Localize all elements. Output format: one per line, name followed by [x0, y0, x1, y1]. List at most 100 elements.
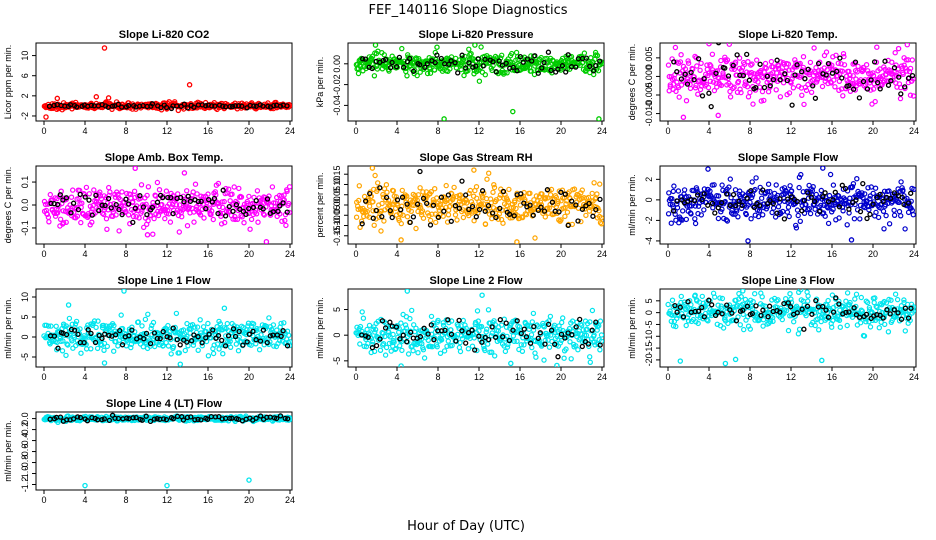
reference-point [868, 77, 874, 83]
data-point [118, 312, 124, 318]
y-tick-label: 0.05 [332, 186, 342, 204]
data-point [427, 70, 434, 76]
data-point [220, 351, 226, 357]
data-point [398, 220, 404, 227]
data-point [110, 348, 117, 354]
data-point [749, 61, 755, 67]
data-point [111, 322, 117, 329]
y-tick-label: 6 [20, 73, 30, 78]
x-tick-label: 0 [353, 126, 358, 136]
reference-point [230, 326, 237, 332]
data-point [597, 219, 604, 226]
data-point [775, 297, 781, 303]
reference-point [871, 59, 878, 65]
data-point [759, 195, 765, 201]
reference-point [777, 196, 783, 202]
data-point [857, 320, 864, 326]
data-point [665, 62, 672, 68]
data-point [683, 97, 690, 104]
reference-point [734, 52, 740, 58]
data-point [106, 192, 112, 199]
data-point [867, 193, 874, 199]
reference-point [60, 197, 66, 203]
outlier-point [510, 108, 516, 115]
data-point [669, 312, 675, 318]
data-point [847, 299, 853, 306]
reference-point [685, 299, 691, 305]
data-point [751, 71, 757, 77]
reference-point [812, 95, 819, 101]
outlier-point [820, 166, 826, 171]
data-point [707, 78, 714, 85]
y-tick-label: 0.15 [332, 165, 342, 183]
data-point [205, 191, 211, 197]
data-point [74, 213, 81, 219]
data-point [54, 210, 61, 216]
data-point [176, 229, 182, 235]
data-point [506, 186, 512, 193]
reference-point [830, 309, 837, 315]
y-tick-label: 0.00 [332, 196, 342, 214]
data-point [677, 59, 684, 65]
reference-point [836, 204, 843, 210]
y-axis-label: degrees C per min. [627, 44, 637, 121]
data-point [241, 219, 247, 226]
outlier-point [398, 237, 404, 243]
data-point [240, 324, 246, 331]
data-point [384, 189, 390, 195]
data-point [698, 60, 704, 67]
data-point [692, 220, 699, 227]
data-point [829, 292, 836, 298]
data-point [437, 350, 444, 356]
data-point [451, 184, 457, 191]
reference-point [671, 59, 677, 65]
data-point [266, 315, 272, 321]
data-point [129, 198, 136, 205]
data-point [482, 71, 488, 78]
data-point [836, 78, 843, 85]
data-point [693, 82, 699, 89]
data-point [482, 221, 489, 227]
reference-point [479, 339, 485, 345]
reference-point [115, 101, 121, 108]
data-point [779, 316, 786, 323]
reference-point [251, 103, 257, 109]
data-point [81, 333, 87, 339]
reference-point [740, 72, 747, 79]
reference-point [92, 339, 99, 346]
data-point [807, 59, 814, 66]
data-point [88, 346, 94, 352]
data-point [173, 202, 180, 208]
data-point [747, 326, 754, 332]
outlier-point [722, 360, 729, 367]
reference-point [119, 104, 125, 110]
data-point [168, 351, 174, 357]
data-point [796, 326, 803, 332]
data-point [380, 191, 386, 198]
reference-point [548, 67, 554, 74]
reference-point [770, 76, 777, 83]
data-point [286, 332, 292, 338]
data-point [811, 45, 817, 51]
reference-point [774, 210, 780, 216]
data-point [667, 83, 674, 90]
reference-point [108, 205, 114, 211]
reference-point [400, 332, 406, 338]
reference-point [846, 82, 852, 89]
panel-title: Slope Line 1 Flow [118, 275, 211, 287]
y-axis-label: Licor ppm per min. [3, 45, 13, 120]
data-point [886, 188, 892, 194]
outlier-point [144, 232, 151, 238]
data-point [760, 317, 767, 323]
data-point [261, 212, 267, 218]
reference-point [284, 209, 290, 215]
data-point [205, 320, 211, 327]
reference-point [524, 56, 531, 62]
data-point [145, 311, 151, 317]
y-axis-label: ml/min per min. [627, 297, 637, 359]
x-tick-label: 16 [203, 372, 213, 382]
data-point [103, 215, 110, 222]
panel-title: Slope Line 2 Flow [430, 275, 523, 287]
reference-point [459, 178, 465, 184]
